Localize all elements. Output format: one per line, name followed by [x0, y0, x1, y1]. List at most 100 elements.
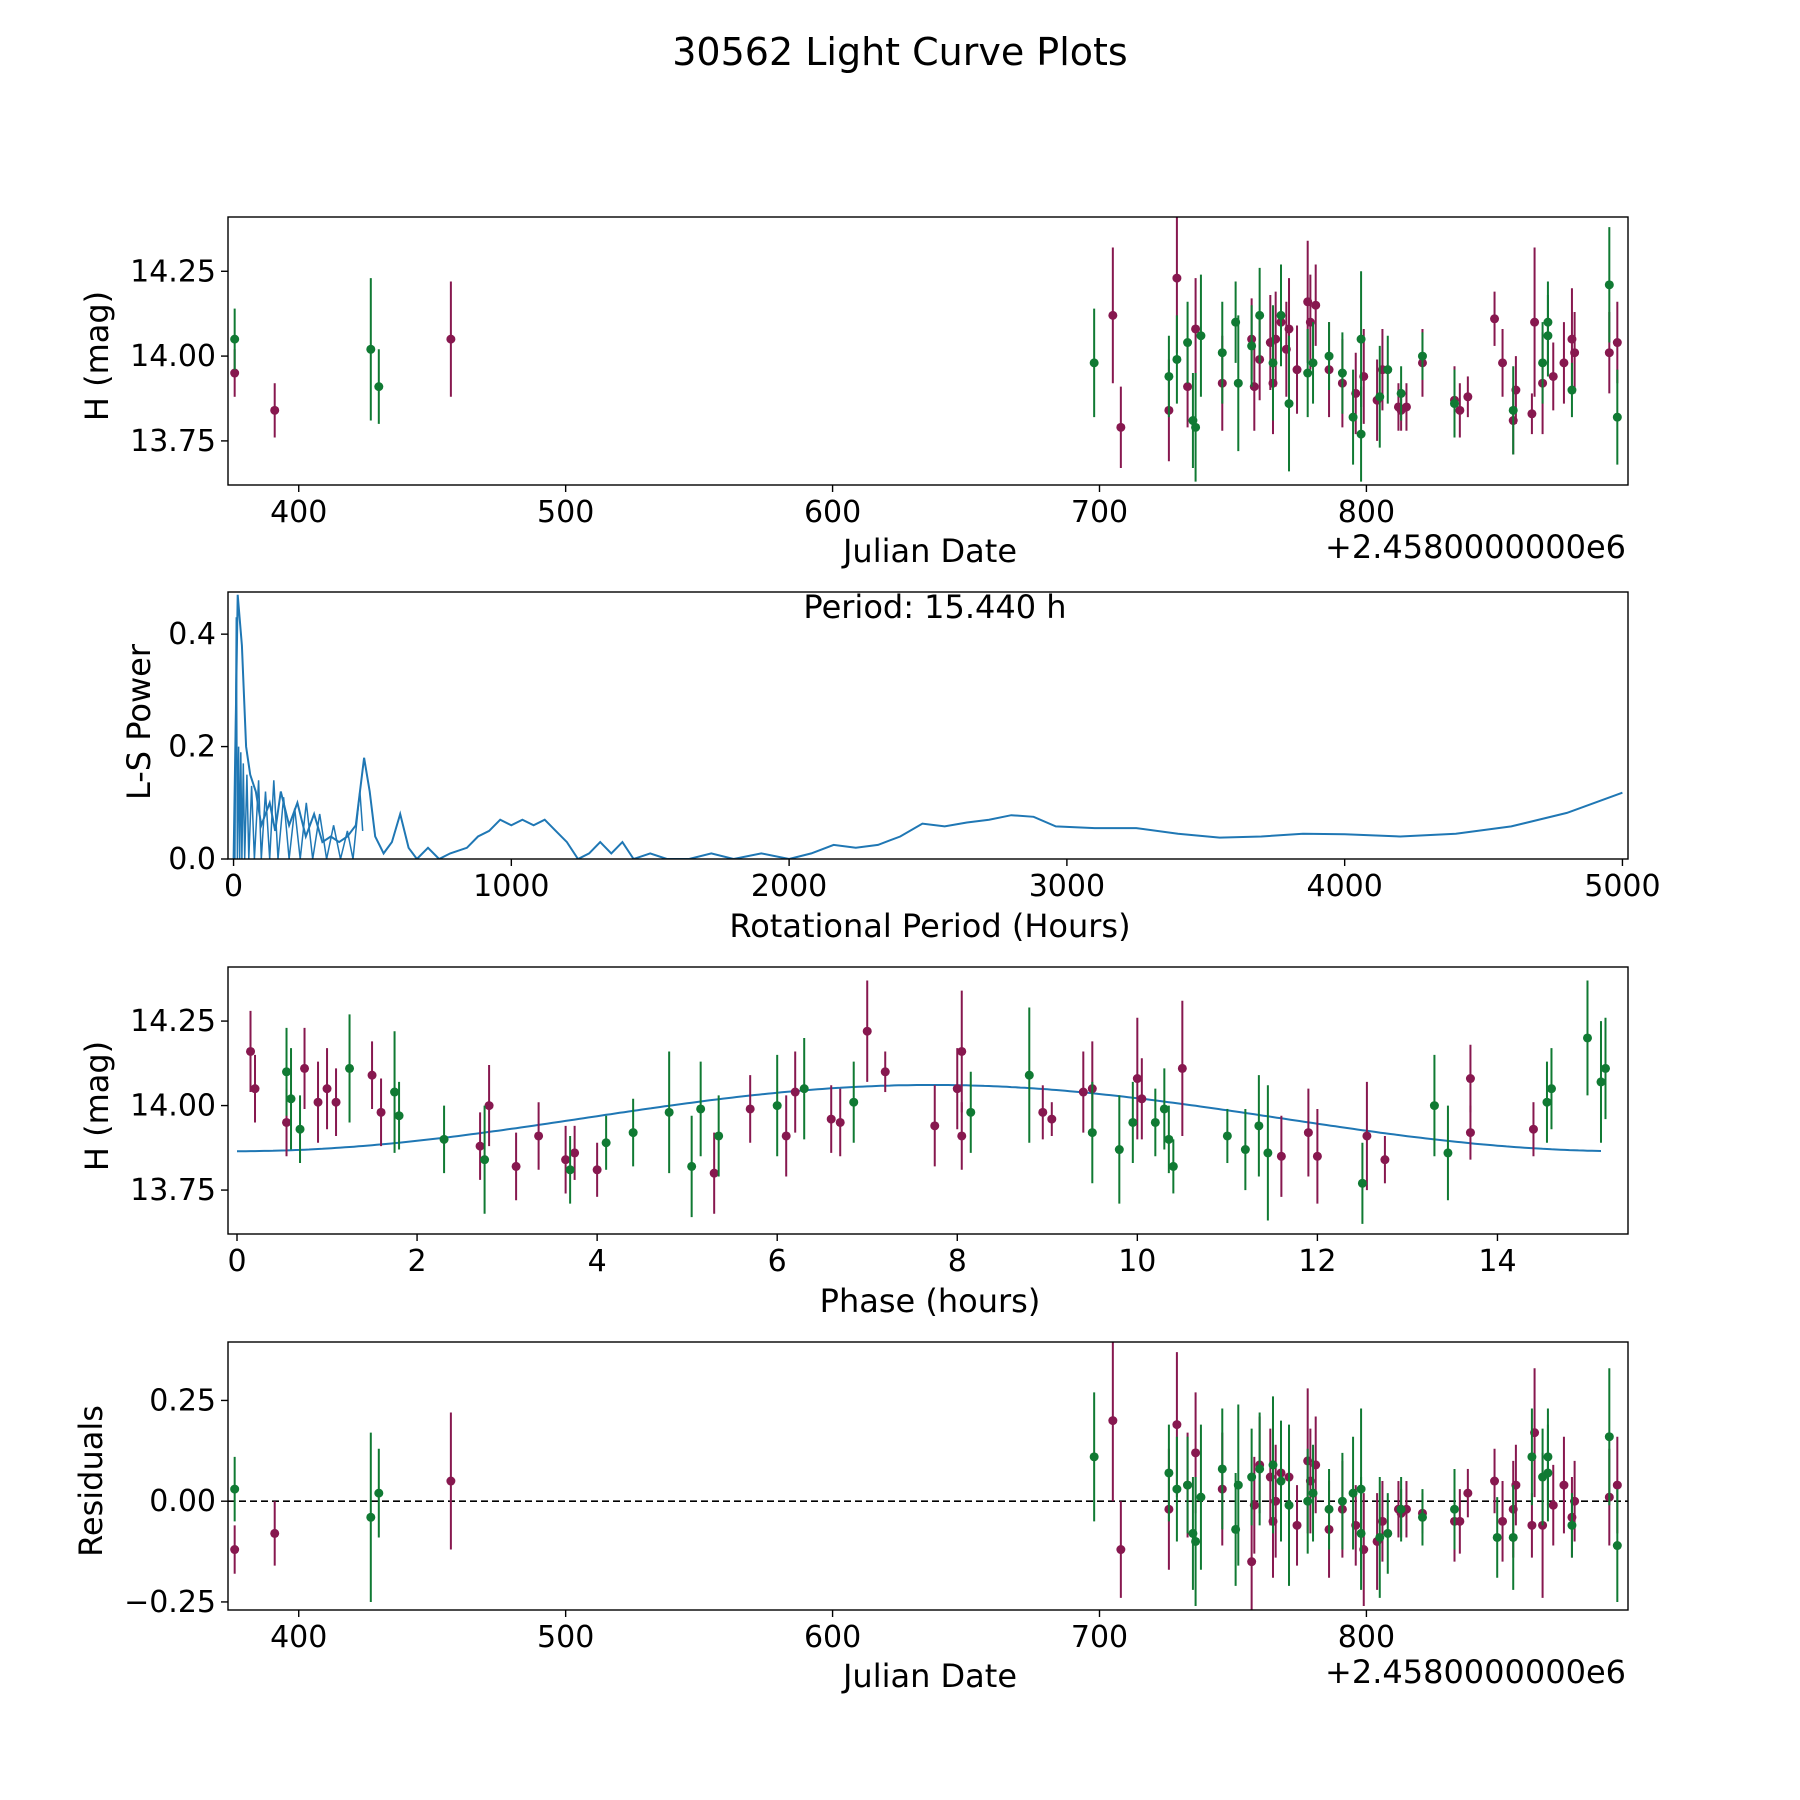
data-point: [374, 382, 384, 392]
x-tick-label: 700: [1071, 495, 1128, 530]
y-tick-label: 14.25: [130, 254, 216, 289]
data-point: [687, 1161, 697, 1171]
data-point: [628, 1128, 638, 1138]
x-tick-label: 0: [224, 869, 243, 904]
data-point: [230, 368, 240, 378]
data-point: [1164, 1134, 1174, 1144]
data-point: [1356, 1528, 1366, 1538]
data-point: [1303, 1496, 1313, 1506]
data-point: [534, 1131, 544, 1141]
data-point: [1159, 1104, 1169, 1114]
data-point: [1292, 1520, 1302, 1530]
lightcurve-xlabel: Julian Date: [841, 532, 1017, 570]
data-point: [957, 1046, 967, 1056]
data-point: [1183, 1480, 1193, 1490]
data-point: [1356, 334, 1366, 344]
phased-marks: [237, 980, 1610, 1224]
data-point: [1303, 1128, 1313, 1138]
y-tick-label: 14.00: [130, 1089, 216, 1124]
data-point: [1108, 1416, 1118, 1426]
y-tick-label: −0.25: [124, 1585, 216, 1620]
data-point: [313, 1097, 323, 1107]
phased-fit-curve: [237, 1084, 1602, 1153]
data-point: [270, 1528, 280, 1538]
data-point: [1508, 405, 1518, 415]
x-tick-label: 500: [537, 495, 594, 530]
phased-ylabel: H (mag): [78, 1041, 116, 1171]
data-point: [781, 1131, 791, 1141]
phased-series-purple: [246, 980, 1538, 1214]
data-point: [446, 334, 456, 344]
data-point: [390, 1087, 400, 1097]
data-point: [1543, 1468, 1553, 1478]
data-point: [1548, 1500, 1558, 1510]
data-point: [1567, 1520, 1577, 1530]
data-point: [1455, 405, 1465, 415]
data-point: [1498, 1516, 1508, 1526]
data-point: [331, 1097, 341, 1107]
panel-lightcurve: 400 500 600 700 800 13.75 14.00 14.25 Julian Da…: [78, 216, 1629, 570]
period-annotation: Period: 15.440 h: [803, 588, 1066, 626]
data-point: [1217, 348, 1227, 358]
phased-axes-frame: [227, 966, 1629, 1235]
data-point: [1429, 1101, 1439, 1111]
x-tick-label: 2000: [751, 869, 827, 904]
data-point: [1443, 1148, 1453, 1158]
panel-residuals: 400 500 600 700 800 −0.25 0.00 0.25 Julian Date…: [72, 1341, 1629, 1695]
data-point: [1172, 1484, 1182, 1494]
data-point: [439, 1134, 449, 1144]
data-point: [1567, 385, 1577, 395]
data-point: [1024, 1070, 1034, 1080]
data-point: [475, 1141, 485, 1151]
data-point: [1612, 1541, 1622, 1551]
data-point: [1191, 422, 1201, 432]
data-point: [1311, 300, 1321, 310]
phased-xlabel: Phase (hours): [820, 1282, 1041, 1320]
data-point: [1492, 1532, 1502, 1542]
data-point: [1357, 1178, 1367, 1188]
data-point: [1463, 1488, 1473, 1498]
data-point: [1612, 338, 1622, 348]
data-point: [1417, 351, 1427, 361]
periodogram-ylabel: L-S Power: [120, 643, 158, 800]
x-tick-label: 600: [804, 495, 861, 530]
x-tick-label: 5000: [1584, 869, 1660, 904]
data-point: [1490, 314, 1500, 324]
data-point: [1217, 1464, 1227, 1474]
data-point: [799, 1084, 809, 1094]
y-tick-label: 0.00: [149, 1484, 216, 1519]
data-point: [1276, 310, 1286, 320]
y-tick-label: 0.2: [168, 730, 216, 765]
x-tick-label: 400: [270, 495, 327, 530]
data-point: [1348, 1488, 1358, 1498]
data-point: [862, 1026, 872, 1036]
y-tick-label: 0.0: [168, 842, 216, 877]
data-point: [366, 1512, 376, 1522]
data-point: [1196, 1492, 1206, 1502]
data-point: [1604, 348, 1614, 358]
lightcurve-marks: [230, 217, 1622, 482]
data-point: [367, 1070, 377, 1080]
data-point: [1183, 338, 1193, 348]
x-tick-label: 800: [1338, 1620, 1395, 1655]
data-point: [1582, 1033, 1592, 1043]
data-point: [1546, 1084, 1556, 1094]
data-point: [1038, 1107, 1048, 1117]
data-point: [1543, 317, 1553, 327]
data-point: [1196, 331, 1206, 341]
data-point: [1191, 1448, 1201, 1458]
data-point: [1308, 358, 1318, 368]
y-tick-label: 0.4: [168, 617, 216, 652]
x-tick-label: 12: [1298, 1244, 1336, 1279]
data-point: [1087, 1128, 1097, 1138]
data-point: [561, 1155, 571, 1165]
data-point: [1284, 1500, 1294, 1510]
data-point: [322, 1084, 332, 1094]
data-point: [1465, 1074, 1475, 1084]
data-point: [1375, 392, 1385, 402]
data-point: [1542, 1097, 1552, 1107]
data-point: [480, 1155, 490, 1165]
data-point: [1116, 422, 1126, 432]
lightcurve-plot-area: 400 500 600 700 800 13.75 14.00 14.25: [130, 216, 1629, 530]
figure-title: 30562 Light Curve Plots: [672, 30, 1127, 74]
